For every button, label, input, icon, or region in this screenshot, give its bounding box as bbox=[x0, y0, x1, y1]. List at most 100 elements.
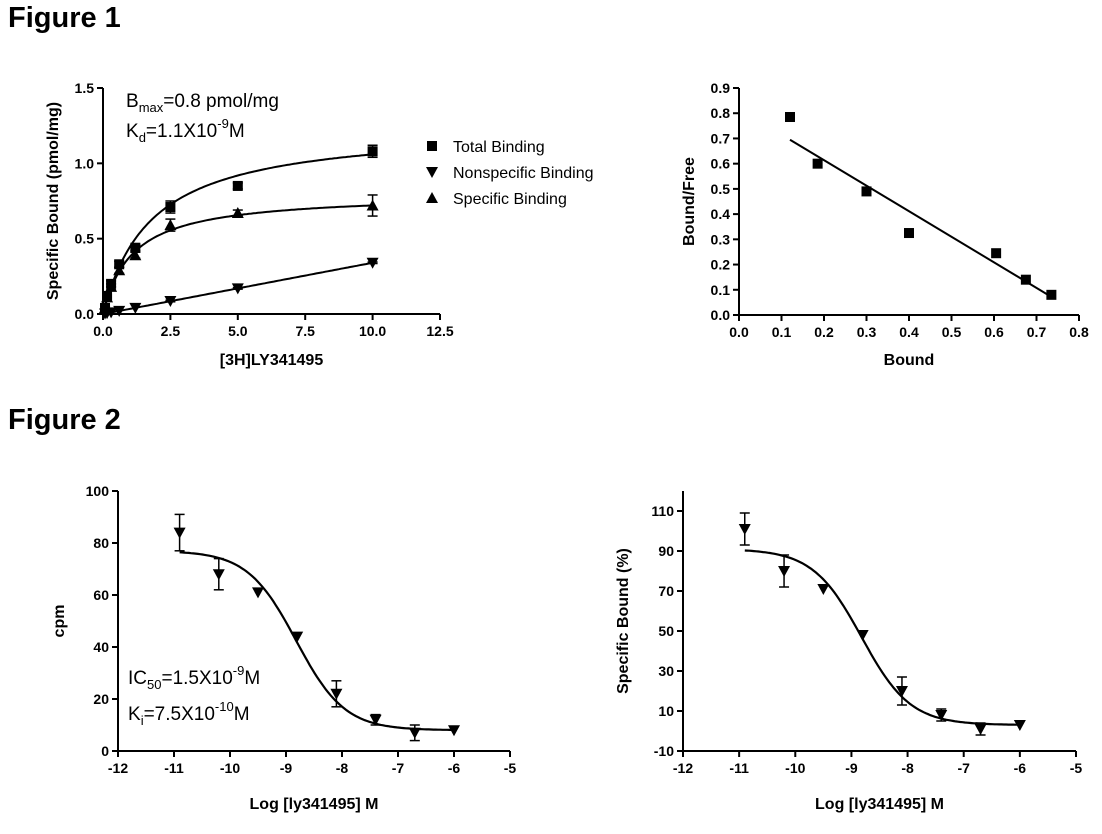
legend-label: Total Binding bbox=[453, 139, 545, 156]
data-point bbox=[904, 228, 914, 239]
data-point bbox=[164, 219, 177, 231]
data-point bbox=[448, 725, 460, 737]
y-tick-label: 0.5 bbox=[75, 231, 95, 247]
data-point bbox=[164, 296, 177, 308]
data-point bbox=[130, 242, 141, 253]
fit-curve bbox=[744, 549, 1020, 726]
annotation-unit: M bbox=[234, 704, 250, 725]
annotation-subscript: d bbox=[139, 130, 146, 145]
x-tick-label: -5 bbox=[504, 760, 517, 776]
x-tick-label: -6 bbox=[1014, 760, 1027, 776]
x-tick-label: 0.3 bbox=[857, 324, 877, 340]
y-tick-label: 20 bbox=[93, 691, 109, 707]
x-tick-label: 0.5 bbox=[942, 324, 962, 340]
annotation-subscript: max bbox=[139, 100, 164, 115]
data-point bbox=[173, 527, 186, 539]
x-tick-label: 7.5 bbox=[295, 323, 315, 339]
annotation-main: B bbox=[126, 91, 139, 112]
data-point bbox=[367, 146, 378, 157]
y-tick-label: 0.9 bbox=[711, 80, 731, 96]
y-tick-label: 70 bbox=[658, 583, 674, 599]
annotation-text: Kd=1.1X10-9M bbox=[126, 116, 245, 145]
data-point bbox=[101, 291, 114, 303]
x-tick-label: -8 bbox=[901, 760, 914, 776]
data-point bbox=[231, 283, 244, 295]
y-tick-label: 0.3 bbox=[711, 231, 731, 247]
y-tick-label: 0.6 bbox=[711, 156, 731, 172]
annotation-superscript: -9 bbox=[217, 116, 229, 131]
fit-curve bbox=[102, 204, 373, 315]
y-tick-label: 0.1 bbox=[711, 282, 731, 298]
data-point bbox=[252, 587, 264, 599]
x-tick-label: 2.5 bbox=[161, 323, 181, 339]
y-tick-label: 0 bbox=[101, 743, 109, 759]
y-tick-label: -10 bbox=[654, 743, 674, 759]
x-tick-label: -11 bbox=[164, 760, 184, 776]
data-point bbox=[105, 280, 118, 292]
x-tick-label: -11 bbox=[729, 760, 749, 776]
data-point bbox=[114, 259, 125, 270]
y-tick-label: 80 bbox=[93, 535, 109, 551]
annotation-text: IC50=1.5X10-9M bbox=[128, 663, 260, 692]
x-axis-label: Log [ly341495] M bbox=[815, 796, 944, 813]
data-point bbox=[369, 714, 382, 726]
data-point bbox=[113, 305, 126, 317]
data-point bbox=[785, 112, 795, 123]
y-tick-label: 0.5 bbox=[711, 181, 731, 197]
y-tick-label: 10 bbox=[658, 703, 674, 719]
x-tick-label: 0.0 bbox=[93, 323, 113, 339]
chart-scatchard: 0.0 0.1 0.2 0.3 0.4 0.5 0.6 0.7 0.8 0.0 0.1 0.2 0.3 0… bbox=[681, 80, 1089, 369]
y-tick-label: 0.7 bbox=[711, 130, 731, 146]
annotation-value: =0.8 pmol/mg bbox=[163, 91, 279, 112]
annotation-subscript: i bbox=[141, 713, 144, 728]
y-tick-label: 0.0 bbox=[711, 307, 731, 323]
data-point bbox=[165, 202, 176, 213]
y-tick-label: 90 bbox=[658, 543, 674, 559]
x-axis-label: Bound bbox=[884, 352, 935, 369]
data-point bbox=[1020, 274, 1031, 285]
y-tick-label: 40 bbox=[93, 639, 109, 655]
x-tick-label: 5.0 bbox=[228, 323, 248, 339]
fit-curve bbox=[179, 551, 454, 731]
annotation-superscript: -10 bbox=[215, 699, 234, 714]
x-tick-label: 0.4 bbox=[899, 324, 919, 340]
chart-competition-cpm: -12 -11 -10 -9 -8 -7 -6 -5 0 20 40 60 80 100 Log [ly34… bbox=[51, 483, 516, 813]
x-tick-label: -5 bbox=[1070, 760, 1083, 776]
annotation-value: =1.1X10 bbox=[146, 121, 217, 142]
chart-saturation: 0.0 2.5 5.0 7.5 10.0 12.5 0.0 0.5 1.0 1.5 [3H]LY34… bbox=[45, 80, 594, 369]
y-axis-label: Specific Bound (%) bbox=[615, 548, 632, 694]
legend-marker bbox=[426, 167, 438, 178]
x-tick-label: 0.7 bbox=[1027, 324, 1047, 340]
annotation-text: Bmax=0.8 pmol/mg bbox=[126, 91, 279, 115]
x-tick-label: -9 bbox=[280, 760, 293, 776]
legend-marker bbox=[426, 192, 438, 203]
data-point bbox=[856, 630, 869, 641]
regression-line bbox=[789, 138, 1052, 298]
x-tick-label: 0.6 bbox=[984, 324, 1004, 340]
annotation-value: =1.5X10 bbox=[161, 668, 232, 689]
x-tick-label: -12 bbox=[673, 760, 693, 776]
y-tick-label: 30 bbox=[658, 663, 674, 679]
y-tick-label: 50 bbox=[658, 623, 674, 639]
y-tick-label: 0.4 bbox=[711, 206, 731, 222]
x-tick-label: -7 bbox=[957, 760, 970, 776]
data-point bbox=[330, 688, 343, 700]
annotation-superscript: -9 bbox=[233, 663, 245, 678]
data-point bbox=[1046, 289, 1057, 300]
data-point bbox=[1013, 720, 1026, 731]
y-tick-label: 0.2 bbox=[711, 257, 731, 273]
data-point bbox=[817, 584, 830, 595]
data-point bbox=[129, 302, 142, 314]
y-tick-label: 1.5 bbox=[75, 80, 95, 96]
data-point bbox=[812, 158, 823, 169]
data-point bbox=[778, 566, 791, 577]
y-tick-label: 60 bbox=[93, 587, 109, 603]
data-point bbox=[129, 249, 142, 261]
x-tick-label: -10 bbox=[220, 760, 240, 776]
annotation-main: IC bbox=[128, 668, 147, 689]
x-tick-label: 12.5 bbox=[426, 323, 453, 339]
data-point bbox=[113, 264, 126, 276]
data-point bbox=[366, 199, 379, 211]
x-tick-label: -7 bbox=[392, 760, 405, 776]
fit-curve bbox=[102, 153, 373, 315]
